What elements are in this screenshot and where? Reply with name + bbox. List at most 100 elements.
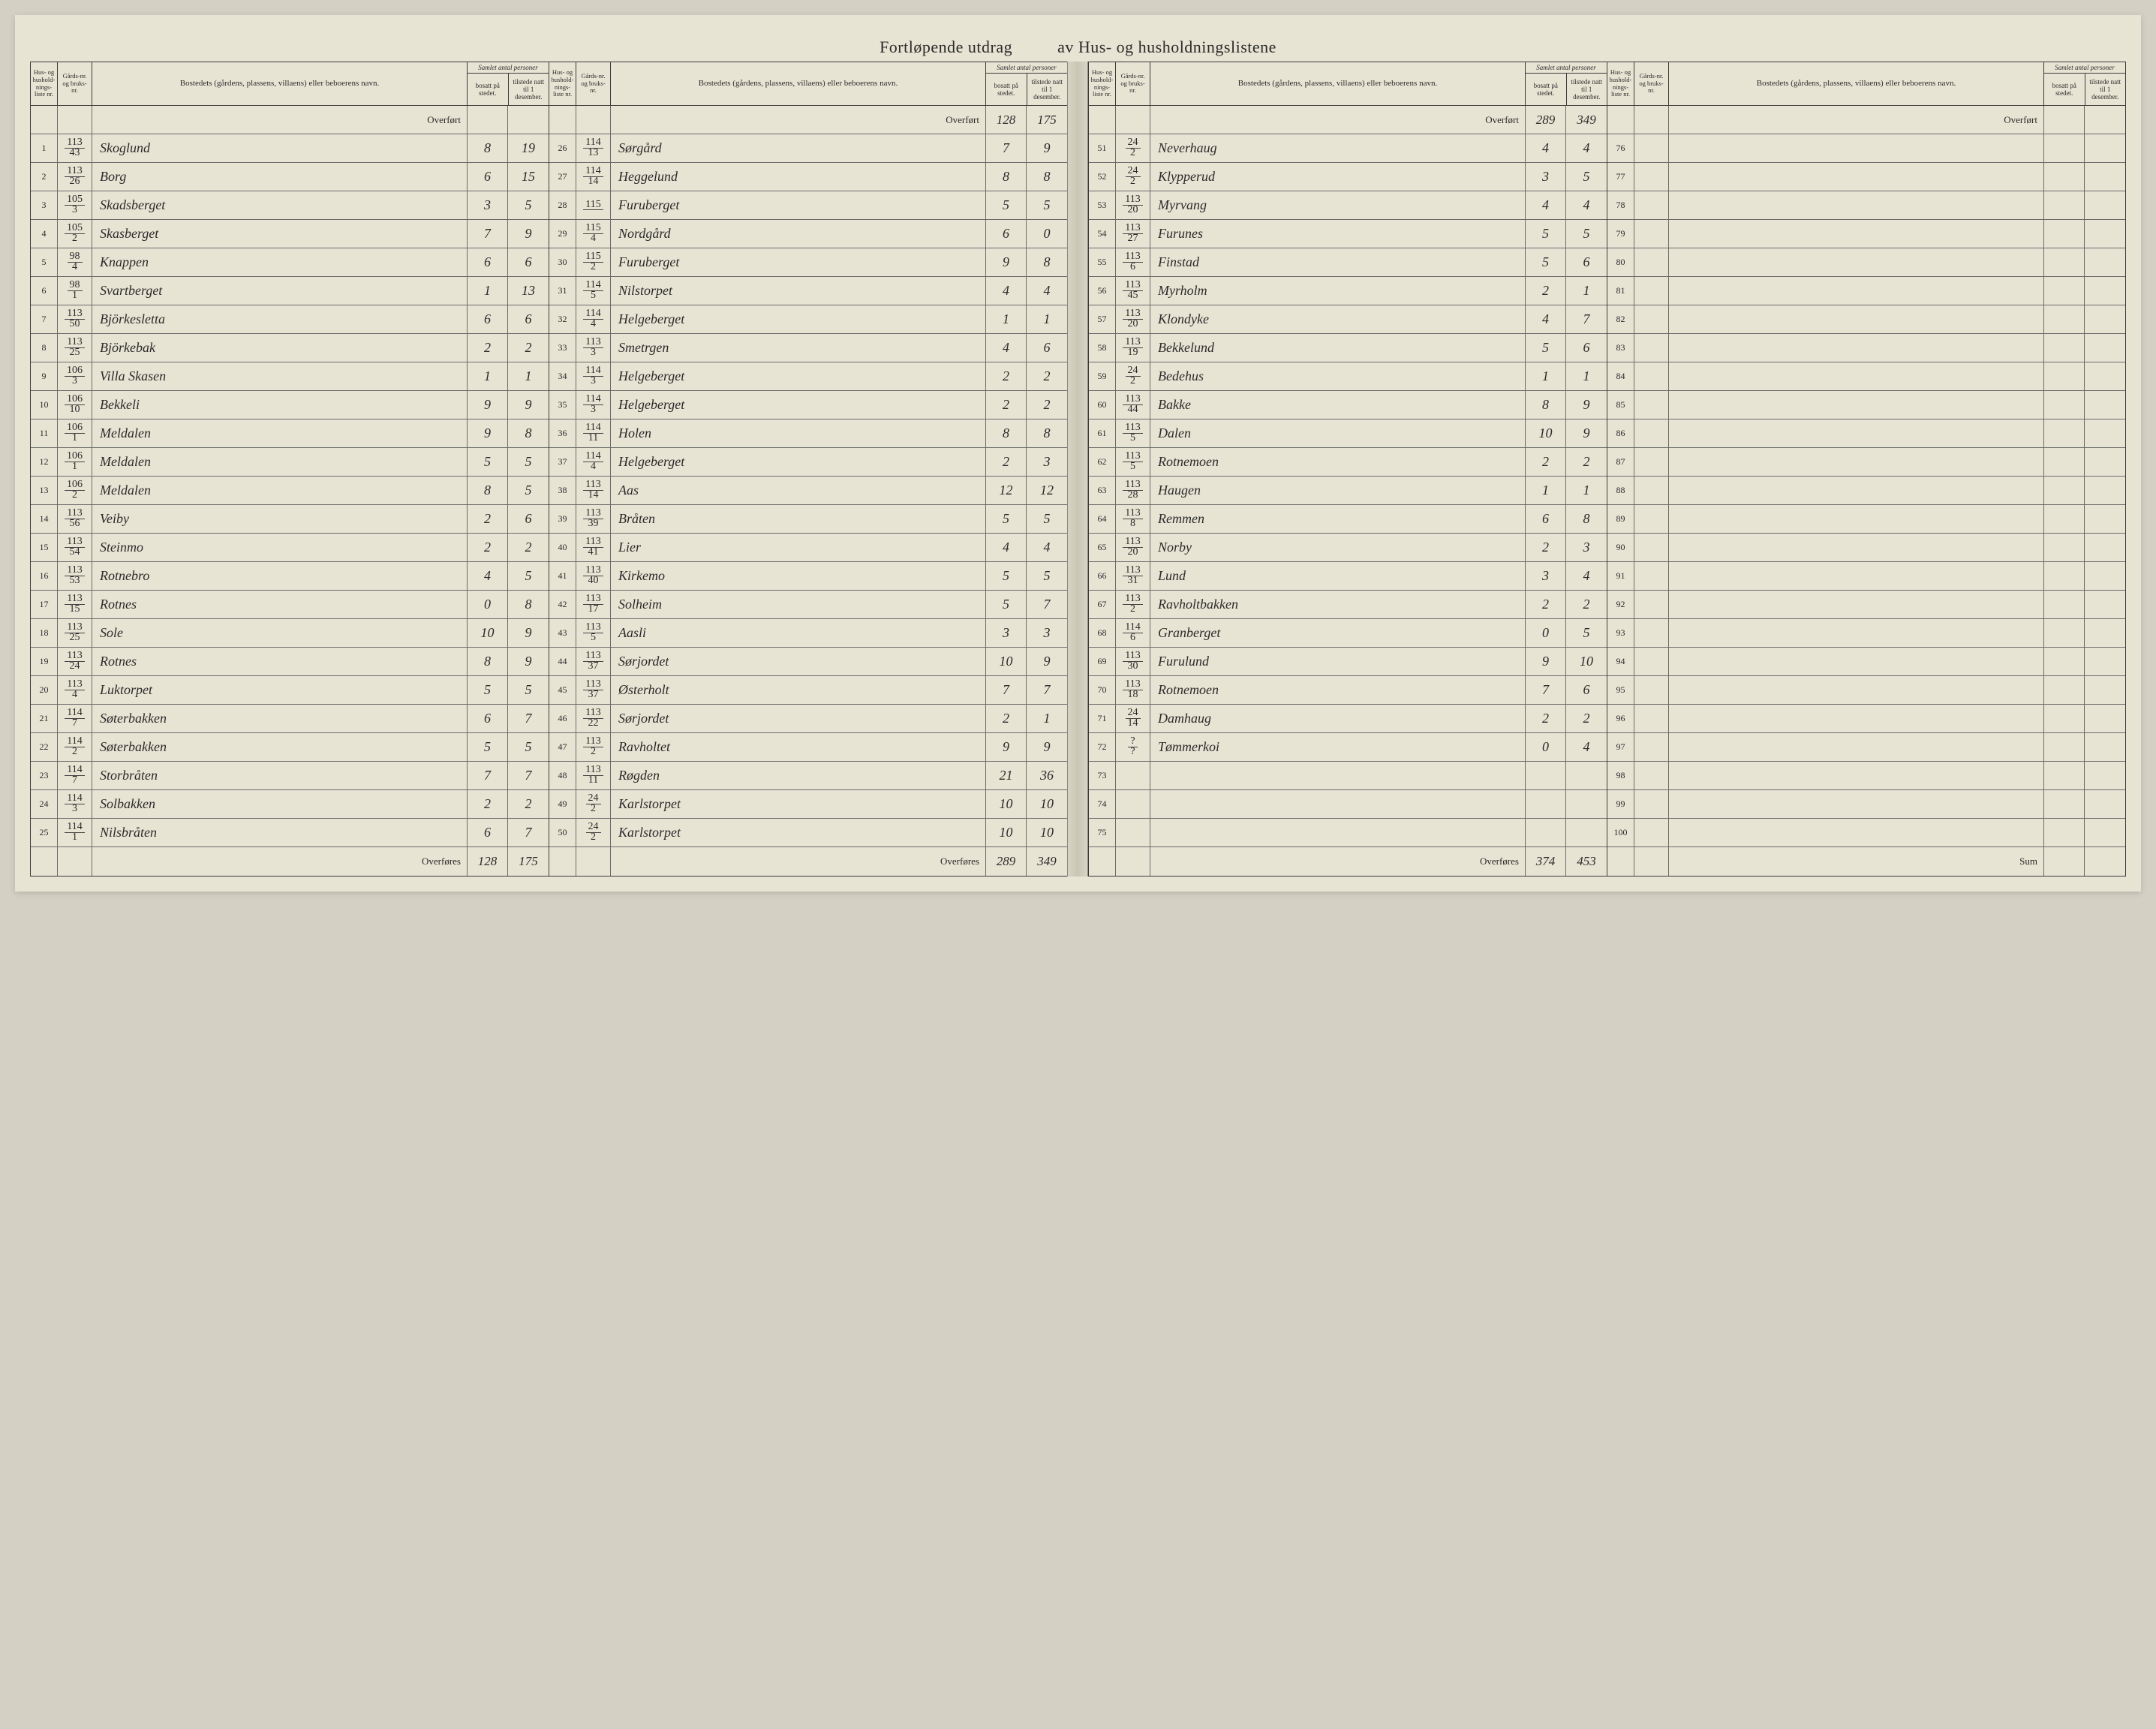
bruksnr: 5 — [591, 633, 596, 643]
cell-row-nr: 32 — [549, 305, 576, 333]
table-row: 90 — [1607, 534, 2125, 562]
ledger-spread: Hus- og hushold-nings-liste nr.Gårds-nr.… — [30, 62, 2126, 877]
table-row: 88 — [1607, 477, 2125, 505]
cell-bosatt: 7 — [986, 676, 1027, 704]
bruksnr: 14 — [588, 177, 599, 187]
panel-header: Hus- og hushold-nings-liste nr.Gårds-nr.… — [1089, 62, 1607, 106]
cell-gnr — [1634, 790, 1669, 818]
cell-gnr: 1142 — [58, 733, 92, 761]
cell-gnr: 11314 — [576, 477, 611, 504]
cell-bosted: Karlstorpet — [611, 819, 986, 846]
cell-tilstede — [2085, 477, 2125, 504]
cell-bosatt: 7 — [986, 134, 1027, 162]
cell-bosted: Myrvang — [1150, 191, 1526, 219]
cell-gnr: 11322 — [576, 705, 611, 732]
cell-bosatt — [2044, 448, 2085, 476]
col-head-bosted: Bostedets (gårdens, plassens, villaens) … — [611, 62, 986, 105]
cell-gnr: 11414 — [576, 163, 611, 191]
cell-row-nr: 33 — [549, 334, 576, 362]
col-head-bosatt: bosatt på stedet. — [1526, 74, 1567, 105]
cell-bosatt: 5 — [1526, 248, 1566, 276]
bruksnr: 4 — [591, 462, 596, 472]
cell-gnr — [1634, 305, 1669, 333]
page-title-left: Fortløpende utdrag — [880, 38, 1012, 57]
cell-row-nr: 89 — [1607, 505, 1634, 533]
table-row: 52242Klypperud35 — [1089, 163, 1607, 191]
cell-bosted — [1669, 790, 2044, 818]
cell-gnr: 11354 — [58, 534, 92, 561]
table-row: 91 — [1607, 562, 2125, 591]
cell-bosatt: 1 — [468, 277, 508, 305]
cell-tilstede — [2085, 277, 2125, 305]
table-row: 711350Björkesletta66 — [31, 305, 549, 334]
cell-bosted: Lier — [611, 534, 986, 561]
table-row: 6011344Bakke89 — [1089, 391, 1607, 419]
bruksnr: 13 — [588, 149, 599, 158]
cell-bosted: Storbråten — [92, 762, 468, 789]
cell-nr — [1607, 106, 1634, 134]
sum-row: Sum — [1607, 847, 2125, 876]
cell-bosatt — [2044, 562, 2085, 590]
cell-gnr: 1053 — [58, 191, 92, 219]
cell-gnr: 11337 — [576, 648, 611, 675]
cell-tilstede — [2085, 705, 2125, 732]
cell-row-nr: 14 — [31, 505, 58, 533]
cell-bosatt: 10 — [986, 648, 1027, 675]
col-head-tilstede: tilstede natt til 1 desember. — [2085, 74, 2126, 105]
cell-bosatt — [2044, 391, 2085, 419]
cell-bosatt: 4 — [986, 534, 1027, 561]
cell-gnr — [1116, 847, 1150, 876]
cell-bosatt: 6 — [468, 819, 508, 846]
table-row: 331133Smetrgen46 — [549, 334, 1067, 362]
cell-bosatt: 0 — [1526, 619, 1566, 647]
cell-bosatt: 10 — [468, 619, 508, 647]
cell-gnr: 242 — [576, 819, 611, 846]
cell-bosatt: 7 — [468, 762, 508, 789]
cell-bosted: Røgden — [611, 762, 986, 789]
cell-row-nr: 46 — [549, 705, 576, 732]
col-head-tilstede: tilstede natt til 1 desember. — [509, 74, 549, 105]
overfores-label: Overføres — [611, 847, 986, 876]
cell-tilstede: 13 — [508, 277, 549, 305]
bruksnr: 2 — [591, 747, 596, 757]
cell-bosatt — [2044, 305, 2085, 333]
cell-bosatt: 4 — [1526, 191, 1566, 219]
cell-row-nr: 38 — [549, 477, 576, 504]
bruksnr: 2 — [591, 833, 596, 843]
cell-bosatt: 21 — [986, 762, 1027, 789]
cell-bosted: Damhaug — [1150, 705, 1526, 732]
cell-tilstede — [2085, 220, 2125, 248]
cell-bosatt: 2 — [1526, 277, 1566, 305]
col-head-samlet: Samlet antal personerbosatt på stedet.ti… — [2044, 62, 2125, 105]
cell-gnr: 11353 — [58, 562, 92, 590]
cell-bosted: Nilsbråten — [92, 819, 468, 846]
cell-gnr: 1062 — [58, 477, 92, 504]
cell-bosted: Østerholt — [611, 676, 986, 704]
cell-row-nr: 2 — [31, 163, 58, 191]
cell-bosted: Ravholtbakken — [1150, 591, 1526, 618]
cell-bosted: Solheim — [611, 591, 986, 618]
table-row: 211326Borg615 — [31, 163, 549, 191]
bruksnr: 3 — [591, 348, 596, 358]
ledger-panel: Hus- og hushold-nings-liste nr.Gårds-nr.… — [30, 62, 549, 877]
bruksnr: 31 — [1128, 576, 1138, 586]
cell-gnr — [1634, 648, 1669, 675]
bruksnr: 4 — [72, 263, 77, 272]
cell-bosatt: 2 — [1526, 534, 1566, 561]
table-row: 621135Rotnemoen22 — [1089, 448, 1607, 477]
cell-gnr: 1147 — [58, 762, 92, 789]
cell-row-nr: 93 — [1607, 619, 1634, 647]
cell-bosted — [1669, 733, 2044, 761]
cell-row-nr: 51 — [1089, 134, 1116, 162]
cell-tilstede — [2085, 733, 2125, 761]
table-row: 5411327Furunes55 — [1089, 220, 1607, 248]
cell-bosatt: 10 — [986, 790, 1027, 818]
cell-bosatt: 2 — [468, 334, 508, 362]
cell-bosted: Nilstorpet — [611, 277, 986, 305]
cell-bosted — [1150, 762, 1526, 789]
table-row: 231147Storbråten77 — [31, 762, 549, 790]
cell-gnr: 1052 — [58, 220, 92, 248]
cell-row-nr: 71 — [1089, 705, 1116, 732]
cell-tilstede: 5 — [508, 477, 549, 504]
cell-tilstede: 6 — [1566, 334, 1607, 362]
